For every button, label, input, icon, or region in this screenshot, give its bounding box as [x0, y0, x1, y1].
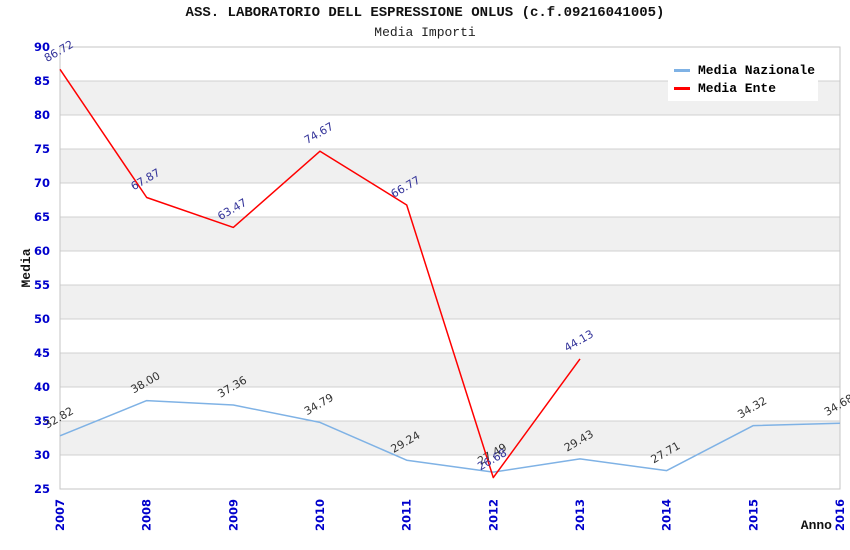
x-tick-label: 2013 — [573, 499, 587, 531]
x-tick-label: 2009 — [226, 499, 240, 531]
x-tick-label: 2010 — [313, 499, 327, 531]
y-tick-label: 75 — [34, 142, 50, 156]
band — [60, 217, 840, 251]
y-tick-label: 60 — [34, 244, 50, 258]
y-tick-label: 30 — [34, 448, 50, 462]
y-axis-ticks: 25 30 35 40 45 50 55 60 65 70 75 80 85 90 — [34, 40, 50, 496]
x-tick-label: 2007 — [53, 499, 67, 531]
y-tick-label: 85 — [34, 74, 50, 88]
x-tick-label: 2015 — [746, 499, 760, 531]
legend: Media Nazionale Media Ente — [668, 57, 818, 101]
y-tick-label: 45 — [34, 346, 50, 360]
legend-item-media-nazionale: Media Nazionale — [674, 61, 818, 79]
point-label: 34.79 — [302, 391, 336, 418]
point-label: 34.68 — [822, 392, 850, 419]
y-axis-title: Media — [19, 248, 34, 287]
bands — [60, 81, 840, 455]
point-label: 44.13 — [562, 328, 596, 355]
x-tick-label: 2008 — [140, 499, 154, 531]
y-tick-label: 40 — [34, 380, 50, 394]
y-tick-label: 50 — [34, 312, 50, 326]
point-label: 34.32 — [735, 394, 769, 421]
y-tick-label: 35 — [34, 414, 50, 428]
legend-swatch-media-ente — [674, 86, 690, 90]
band — [60, 353, 840, 387]
x-tick-label: 2011 — [400, 499, 414, 531]
y-tick-label: 55 — [34, 278, 50, 292]
band — [60, 285, 840, 319]
band — [60, 149, 840, 183]
legend-swatch-media-nazionale — [674, 68, 690, 72]
x-tick-label: 2012 — [486, 499, 500, 531]
band — [60, 421, 840, 455]
y-tick-label: 70 — [34, 176, 50, 190]
y-tick-label: 90 — [34, 40, 50, 54]
x-tick-label: 2014 — [660, 499, 674, 531]
x-axis-title: Anno — [801, 518, 832, 533]
y-tick-label: 65 — [34, 210, 50, 224]
chart-subtitle: Media Importi — [374, 25, 476, 40]
legend-item-media-ente: Media Ente — [674, 79, 818, 97]
series-line-media-ente — [59, 68, 581, 479]
x-axis-ticks: 2007 2008 2009 2010 2011 2012 2013 2014 2015 2016 — [53, 499, 847, 531]
legend-item-label: Media Ente — [698, 80, 777, 96]
x-tick-label: 2016 — [833, 499, 847, 531]
point-label: 74.67 — [302, 120, 336, 147]
y-tick-label: 80 — [34, 108, 50, 122]
series-line-media-nazionale — [59, 399, 841, 473]
plot-area — [59, 46, 841, 490]
y-tick-label: 25 — [34, 482, 50, 496]
legend-item-label: Media Nazionale — [698, 62, 816, 78]
gridlines — [60, 80, 840, 456]
chart-title: ASS. LABORATORIO DELL ESPRESSIONE ONLUS … — [185, 5, 665, 21]
